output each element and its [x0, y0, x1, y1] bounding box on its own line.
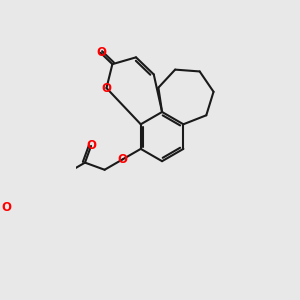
- Text: O: O: [2, 201, 11, 214]
- Text: O: O: [96, 46, 106, 59]
- Text: O: O: [101, 82, 112, 94]
- Text: O: O: [86, 140, 96, 152]
- Text: O: O: [118, 153, 128, 166]
